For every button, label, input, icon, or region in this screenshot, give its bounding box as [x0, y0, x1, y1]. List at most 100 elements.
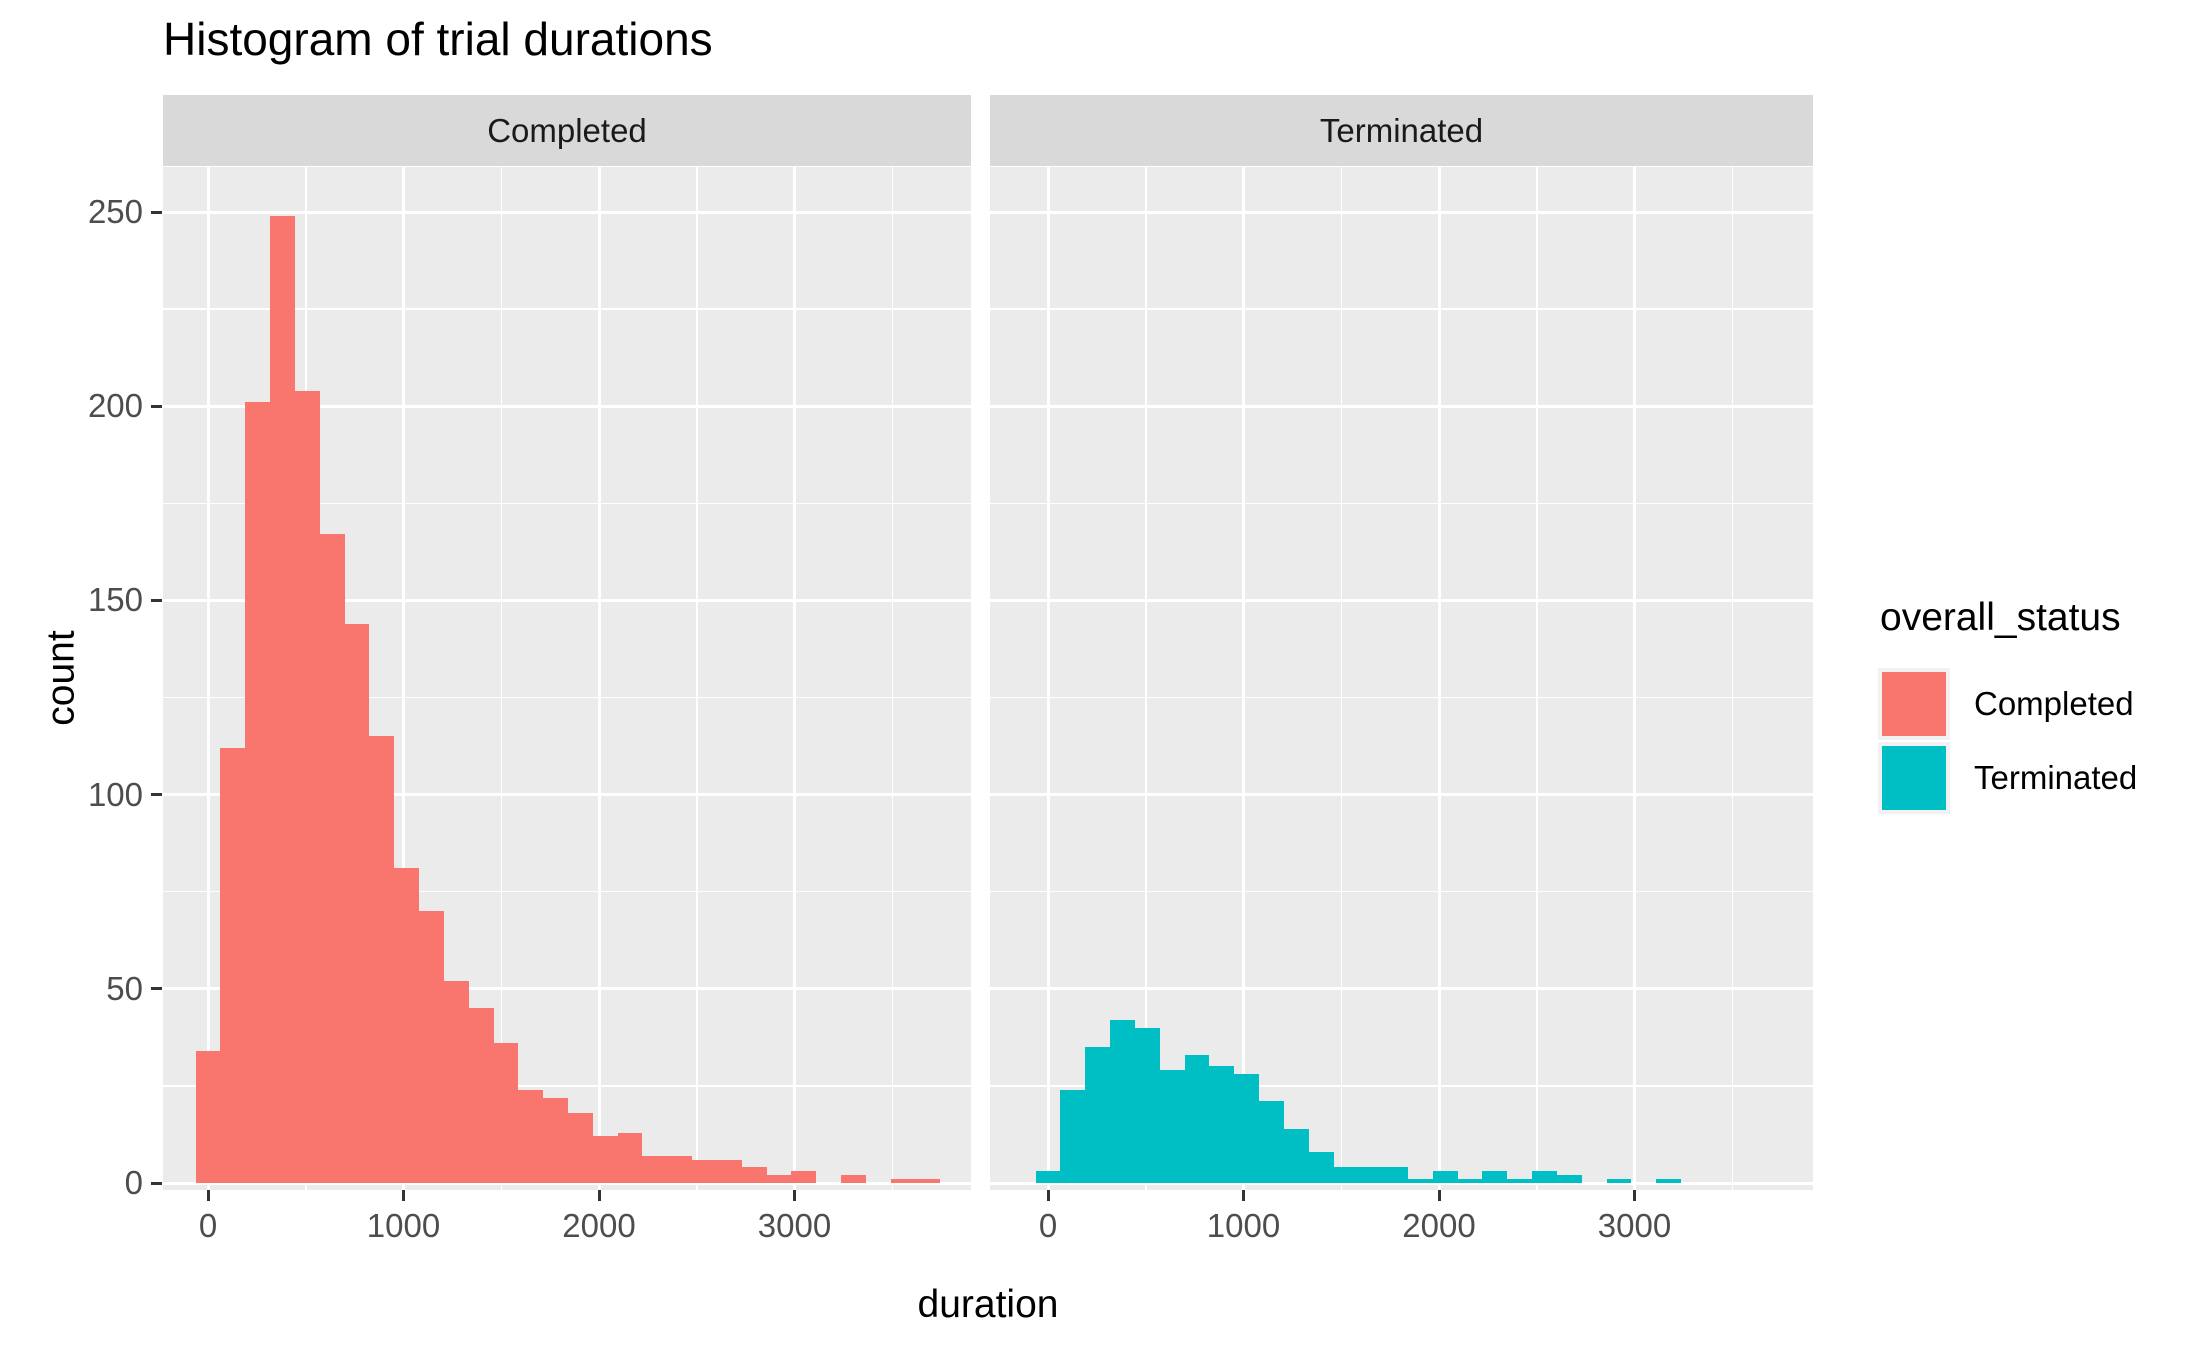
histogram-bar [1159, 1070, 1185, 1183]
histogram-bar [1606, 1179, 1632, 1183]
facet-strip-label: Completed [487, 111, 647, 149]
legend-key [1878, 742, 1950, 814]
gridline-major-vertical [402, 167, 405, 1190]
histogram-bar [1085, 1047, 1111, 1183]
x-tick-label: 0 [198, 1207, 218, 1244]
histogram-bar [592, 1136, 618, 1183]
histogram-bar [493, 1043, 519, 1183]
gridline-minor-vertical [891, 167, 893, 1190]
gridline-major-horizontal [163, 1181, 971, 1185]
histogram-bar [1035, 1171, 1061, 1183]
histogram-bar [1408, 1179, 1433, 1183]
gridline-major-horizontal [990, 210, 1813, 214]
gridline-minor-horizontal [990, 1085, 1813, 1087]
legend-items: Completed Terminated [1878, 668, 2137, 814]
gridline-minor-vertical [1731, 167, 1733, 1190]
y-tick-mark [151, 1181, 162, 1185]
legend-item-label: Terminated [1974, 759, 2138, 796]
facet-strip-label: Terminated [1319, 111, 1484, 149]
histogram-bar [294, 390, 320, 1183]
histogram-bar [220, 747, 246, 1183]
histogram-bar [1432, 1171, 1458, 1183]
gridline-major-vertical [206, 167, 210, 1190]
gridline-major-vertical [597, 167, 601, 1190]
histogram-bar [1532, 1171, 1557, 1183]
facet-strip-completed: Completed [163, 95, 971, 166]
gridline-minor-horizontal [990, 308, 1813, 310]
legend-swatch-completed [1882, 672, 1946, 736]
gridline-minor-horizontal [990, 890, 1813, 893]
histogram-bar [369, 736, 395, 1183]
histogram-bar [394, 868, 420, 1183]
histogram-bar [543, 1097, 568, 1183]
histogram-bar [1110, 1019, 1135, 1183]
gridline-minor-vertical [696, 167, 698, 1190]
gridline-major-vertical [1633, 167, 1636, 1190]
gridline-minor-horizontal [163, 502, 971, 505]
x-tick-label: 2000 [562, 1207, 636, 1244]
gridline-major-horizontal [163, 210, 971, 214]
histogram-bar [319, 534, 345, 1183]
histogram-bar [1259, 1101, 1284, 1183]
y-tick-label: 0 [124, 1164, 143, 1201]
gridline-major-horizontal [990, 1181, 1813, 1185]
histogram-bar [195, 1050, 221, 1183]
gridline-major-horizontal [990, 404, 1813, 408]
panel-completed [163, 167, 971, 1190]
y-tick-mark [151, 210, 162, 214]
x-tick-label: 1000 [366, 1207, 441, 1244]
x-tick-mark [206, 1190, 210, 1201]
facet-strip-terminated: Terminated [990, 95, 1813, 166]
histogram-bar [518, 1089, 544, 1183]
y-tick-label: 100 [87, 775, 143, 813]
histogram-bar [1482, 1171, 1508, 1183]
histogram-bar [791, 1171, 817, 1183]
histogram-bar [841, 1175, 866, 1183]
histogram-bar [1184, 1054, 1210, 1183]
histogram-bar [1507, 1179, 1533, 1183]
gridline-major-horizontal [163, 598, 971, 602]
histogram-bar [1308, 1151, 1334, 1183]
gridline-major-horizontal [990, 598, 1813, 602]
histogram-bar [1556, 1175, 1582, 1183]
legend: overall_status Completed Terminated [1878, 596, 2137, 816]
histogram-bar [915, 1179, 941, 1183]
y-tick-label: 200 [87, 387, 143, 425]
histogram-bar [1457, 1179, 1483, 1183]
histogram-bar [245, 402, 271, 1183]
y-tick-mark [151, 598, 162, 602]
histogram-bar [419, 911, 444, 1183]
histogram-bar [1656, 1179, 1682, 1183]
legend-item: Terminated [1878, 742, 2137, 814]
x-tick-label: 2000 [1402, 1207, 1476, 1244]
histogram-bar [642, 1155, 668, 1183]
gridline-minor-vertical [1536, 167, 1538, 1190]
gridline-minor-horizontal [990, 696, 1813, 699]
histogram-bar [741, 1167, 767, 1183]
histogram-bar [1060, 1089, 1086, 1183]
histogram-bar [667, 1155, 693, 1183]
gridline-major-vertical [1242, 167, 1245, 1190]
gridline-minor-vertical [1340, 167, 1342, 1190]
y-tick-label: 250 [87, 193, 143, 230]
gridline-minor-horizontal [163, 890, 971, 893]
histogram-bar [270, 215, 295, 1183]
histogram-bar [1383, 1167, 1408, 1183]
gridline-minor-horizontal [163, 1085, 971, 1087]
histogram-bar [1209, 1066, 1235, 1183]
histogram-bar [692, 1159, 717, 1183]
x-tick-label: 0 [1038, 1207, 1058, 1244]
legend-item: Completed [1878, 668, 2137, 740]
x-tick-mark [597, 1190, 601, 1201]
histogram-bar [468, 1008, 494, 1183]
y-tick-mark [151, 793, 162, 797]
histogram-bar [568, 1113, 593, 1183]
x-tick-mark [402, 1190, 405, 1201]
histogram-bar [1234, 1074, 1260, 1183]
x-tick-label: 1000 [1206, 1207, 1281, 1244]
gridline-major-horizontal [990, 987, 1813, 991]
y-tick-mark [151, 987, 162, 991]
y-tick-label: 50 [106, 969, 143, 1007]
y-axis-title: count [39, 630, 83, 726]
